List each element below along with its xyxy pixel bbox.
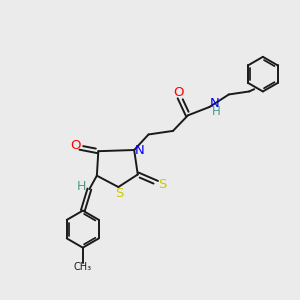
Text: O: O — [173, 85, 184, 99]
Text: N: N — [210, 97, 219, 110]
Text: H: H — [76, 180, 86, 193]
Text: CH₃: CH₃ — [74, 262, 92, 272]
Text: H: H — [212, 105, 220, 118]
Text: O: O — [70, 139, 80, 152]
Text: S: S — [158, 178, 167, 191]
Text: N: N — [135, 144, 145, 158]
Text: S: S — [116, 187, 124, 200]
